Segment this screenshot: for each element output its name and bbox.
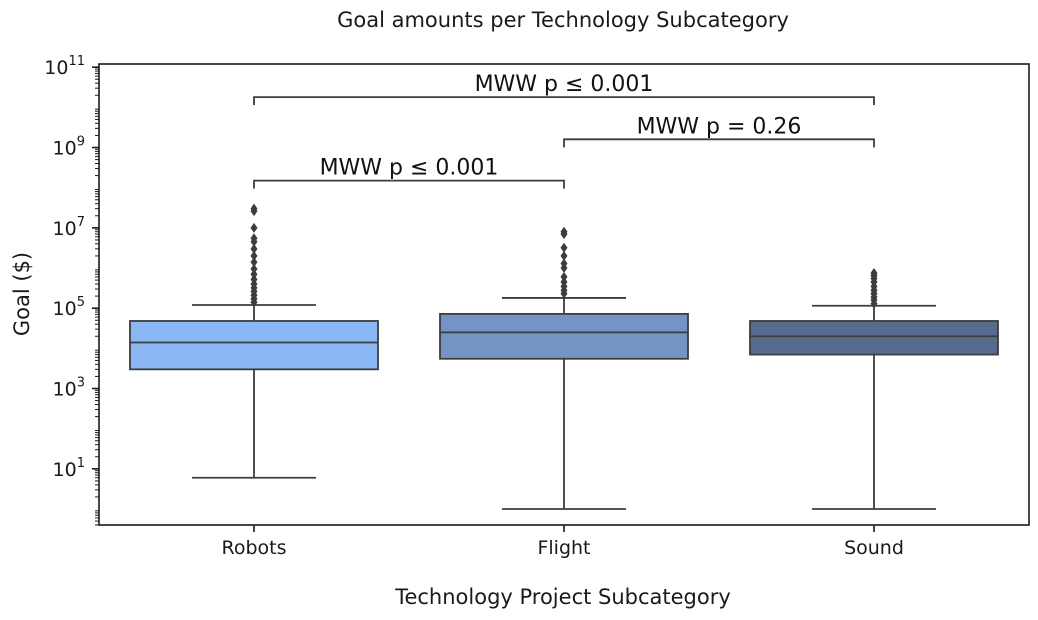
y-tick-label: 101	[53, 456, 85, 481]
x-tick-label: Flight	[537, 537, 590, 559]
significance-annotations: MWW p ≤ 0.001 MWW p = 0.26 MWW p ≤ 0.001	[253, 72, 875, 189]
annotation: MWW p ≤ 0.001	[253, 72, 875, 106]
outlier-point	[560, 258, 568, 269]
outlier-point	[250, 263, 258, 274]
annotation-bracket	[253, 179, 565, 189]
y-tick-label: 1011	[44, 54, 85, 79]
outlier-point	[250, 222, 258, 233]
outlier-point	[560, 276, 568, 287]
annotation: MWW p ≤ 0.001	[253, 156, 565, 189]
annotation: MWW p = 0.26	[563, 114, 875, 148]
outlier-point	[250, 243, 258, 254]
y-tick-label: 103	[53, 376, 85, 401]
annotation-bracket	[253, 96, 875, 106]
outlier-point	[250, 274, 258, 285]
outlier-point	[870, 268, 878, 279]
y-axis-label: Goal ($)	[10, 252, 34, 336]
x-axis: Robots Flight Sound	[221, 525, 904, 559]
box-flight	[439, 226, 689, 510]
box-iqr	[129, 320, 379, 371]
outlier-point	[250, 233, 258, 244]
outlier-point	[560, 226, 568, 237]
x-tick-label: Robots	[221, 537, 286, 559]
annotation-bracket	[563, 138, 875, 148]
outlier-point	[560, 271, 568, 282]
box-sound	[749, 268, 999, 510]
x-tick-label: Sound	[844, 537, 904, 559]
outlier-point	[250, 250, 258, 261]
y-tick-label: 107	[53, 215, 85, 240]
outlier-point	[560, 250, 568, 261]
y-axis: 101 103 105 107 109 1011	[44, 54, 99, 526]
outlier-point	[250, 269, 258, 280]
outlier-point	[560, 242, 568, 253]
box-iqr	[749, 320, 999, 356]
y-tick-label: 105	[53, 295, 85, 320]
box-iqr	[439, 313, 689, 360]
chart-title: Goal amounts per Technology Subcategory	[337, 8, 789, 32]
box-robots	[129, 203, 379, 479]
box-series	[129, 203, 999, 510]
outlier-point	[250, 257, 258, 268]
annotation-label: MWW p ≤ 0.001	[475, 72, 654, 97]
annotation-label: MWW p = 0.26	[637, 114, 802, 139]
y-tick-label: 109	[53, 135, 85, 160]
outlier-point	[250, 203, 258, 214]
annotation-label: MWW p ≤ 0.001	[320, 156, 499, 181]
x-axis-label: Technology Project Subcategory	[394, 585, 731, 609]
